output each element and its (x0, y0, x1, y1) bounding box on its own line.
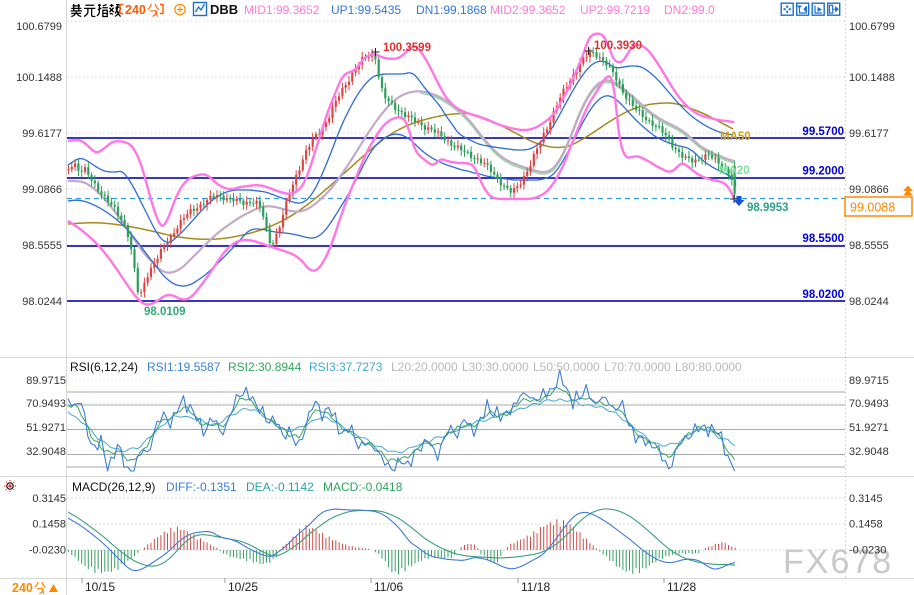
svg-text:240: 240 (125, 3, 146, 17)
svg-text:11/06: 11/06 (374, 580, 403, 594)
svg-text:L50:50.0000: L50:50.0000 (533, 360, 600, 374)
svg-text:DEA:-0.1142: DEA:-0.1142 (246, 480, 314, 494)
svg-text:RSI3:37.7273: RSI3:37.7273 (309, 360, 383, 374)
svg-text:MACD:-0.0418: MACD:-0.0418 (323, 480, 403, 494)
svg-text:100.6799: 100.6799 (849, 21, 895, 33)
svg-text:L30:30.0000: L30:30.0000 (462, 360, 529, 374)
svg-text:98.0200: 98.0200 (802, 289, 844, 301)
svg-text:RSI2:30.8944: RSI2:30.8944 (228, 360, 302, 374)
svg-text:99.0866: 99.0866 (849, 184, 889, 196)
svg-text:RSI(6,12,24): RSI(6,12,24) (70, 360, 138, 374)
svg-text:L80:80.0000: L80:80.0000 (675, 360, 742, 374)
svg-text:0.3145: 0.3145 (32, 493, 66, 505)
svg-text:98.0244: 98.0244 (22, 296, 62, 308)
svg-text:99.0088: 99.0088 (850, 201, 895, 215)
svg-text:L20:20.0000: L20:20.0000 (391, 360, 458, 374)
svg-text:11/18: 11/18 (521, 580, 550, 594)
svg-text:99.5700: 99.5700 (802, 126, 844, 138)
svg-text:70.9493: 70.9493 (26, 398, 66, 410)
svg-text:DBB: DBB (210, 2, 238, 17)
svg-text:99.6177: 99.6177 (22, 128, 62, 140)
svg-text:99.2000: 99.2000 (802, 166, 844, 178)
svg-text:MACD(26,12,9): MACD(26,12,9) (72, 480, 155, 494)
svg-text:100.3930: 100.3930 (594, 40, 642, 52)
svg-text:FX678: FX678 (783, 543, 893, 581)
svg-text:0.1458: 0.1458 (32, 519, 66, 531)
svg-text:UP1:99.5435: UP1:99.5435 (331, 3, 401, 17)
svg-text:11/28: 11/28 (667, 580, 696, 594)
svg-text:10/25: 10/25 (228, 580, 258, 594)
svg-text:DN1:99.1868: DN1:99.1868 (416, 3, 487, 17)
svg-text:0.3145: 0.3145 (849, 493, 883, 505)
svg-text:100.3599: 100.3599 (383, 42, 431, 54)
svg-text:51.9271: 51.9271 (849, 422, 889, 434)
svg-text:89.9715: 89.9715 (26, 375, 66, 387)
svg-text:100.1488: 100.1488 (849, 72, 895, 84)
svg-text:-0.0230: -0.0230 (849, 545, 886, 557)
svg-text:98.0244: 98.0244 (849, 296, 889, 308)
svg-text:100.1488: 100.1488 (16, 72, 62, 84)
svg-text:89.9715: 89.9715 (849, 375, 889, 387)
svg-text:UP2:99.7219: UP2:99.7219 (580, 3, 650, 17)
svg-text:98.9953: 98.9953 (747, 202, 789, 214)
svg-text:RSI1:19.5587: RSI1:19.5587 (147, 360, 221, 374)
svg-text:70.9493: 70.9493 (849, 398, 889, 410)
svg-text:98.5555: 98.5555 (22, 240, 62, 252)
svg-text:98.5500: 98.5500 (802, 233, 844, 245)
svg-text:DIFF:-0.1351: DIFF:-0.1351 (166, 480, 237, 494)
svg-text:0.1458: 0.1458 (849, 519, 883, 531)
svg-text:32.9048: 32.9048 (849, 446, 889, 458)
svg-text:MID1:99.3652: MID1:99.3652 (244, 3, 320, 17)
svg-text:240: 240 (12, 581, 33, 595)
svg-text:32.9048: 32.9048 (26, 446, 66, 458)
svg-text:51.9271: 51.9271 (26, 422, 66, 434)
svg-text:98.5555: 98.5555 (849, 240, 889, 252)
svg-text:MA50: MA50 (720, 131, 751, 143)
svg-text:10/15: 10/15 (85, 580, 115, 594)
svg-text:MID2:99.3652: MID2:99.3652 (490, 3, 566, 17)
svg-text:99.0866: 99.0866 (22, 184, 62, 196)
svg-text:DN2:99.0: DN2:99.0 (664, 3, 715, 17)
svg-text:99.6177: 99.6177 (849, 128, 889, 140)
svg-text:MA20: MA20 (719, 165, 750, 177)
svg-text:-0.0230: -0.0230 (29, 545, 66, 557)
svg-text:98.0109: 98.0109 (144, 306, 186, 318)
svg-text:L70:70.0000: L70:70.0000 (604, 360, 671, 374)
svg-text:100.6799: 100.6799 (16, 21, 62, 33)
